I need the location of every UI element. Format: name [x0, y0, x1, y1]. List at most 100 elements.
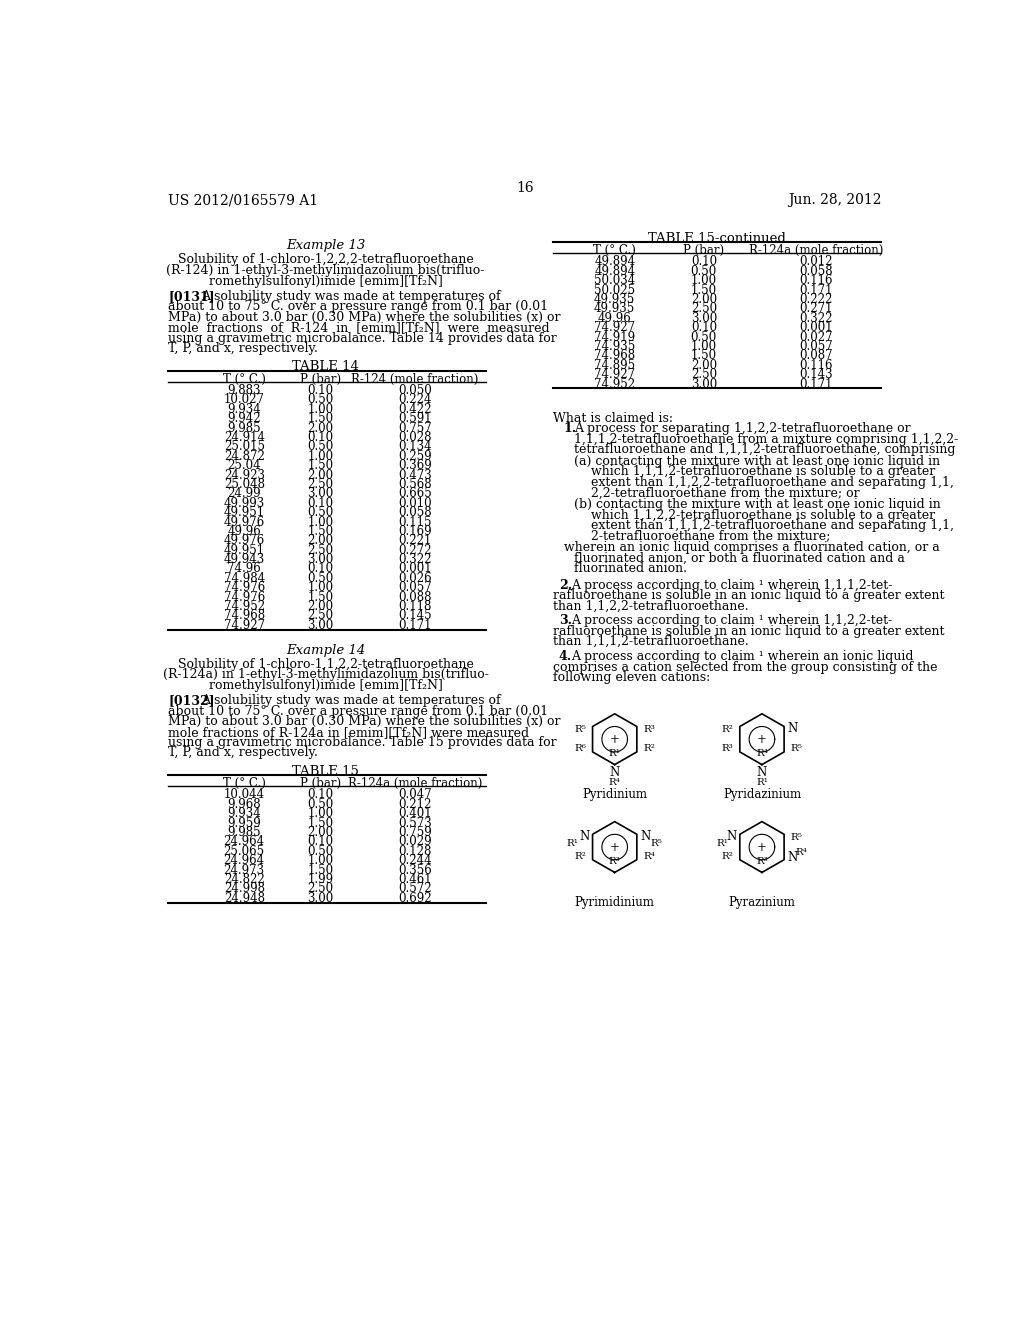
Text: 4.: 4.: [559, 651, 572, 663]
Text: 0.058: 0.058: [800, 265, 833, 277]
Text: 9.883: 9.883: [227, 384, 261, 397]
Text: 0.116: 0.116: [800, 359, 833, 372]
Text: 74.952: 74.952: [594, 378, 635, 391]
Text: 1.00: 1.00: [307, 581, 333, 594]
Text: 1.50: 1.50: [307, 459, 333, 473]
Text: A solubility study was made at temperatures of: A solubility study was made at temperatu…: [201, 290, 501, 304]
Text: 24.99: 24.99: [227, 487, 261, 500]
Text: 25.04: 25.04: [227, 459, 261, 473]
Text: T (° C.): T (° C.): [593, 244, 636, 257]
Text: rafluoroethane is soluble in an ionic liquid to a greater extent: rafluoroethane is soluble in an ionic li…: [553, 589, 944, 602]
Text: R¹: R¹: [566, 840, 579, 847]
Text: following eleven cations:: following eleven cations:: [553, 671, 710, 684]
Text: N: N: [787, 851, 798, 863]
Text: 49.894: 49.894: [594, 256, 635, 268]
Text: 74.976: 74.976: [223, 590, 265, 603]
Text: 2-tetrafluoroethane from the mixture;: 2-tetrafluoroethane from the mixture;: [592, 529, 830, 543]
Text: N: N: [580, 830, 590, 843]
Text: Jun. 28, 2012: Jun. 28, 2012: [787, 193, 882, 207]
Text: +: +: [757, 841, 767, 854]
Text: [0131]: [0131]: [168, 290, 215, 304]
Text: T (° C.): T (° C.): [223, 372, 265, 385]
Text: 1.00: 1.00: [307, 854, 333, 867]
Text: R²: R²: [574, 853, 587, 861]
Text: 24.872: 24.872: [224, 450, 264, 463]
Text: Pyridinium: Pyridinium: [583, 788, 647, 801]
Text: 49.935: 49.935: [594, 293, 635, 306]
Text: R³: R³: [756, 857, 768, 866]
Text: 0.212: 0.212: [398, 797, 431, 810]
Text: P (bar): P (bar): [683, 244, 724, 257]
Text: 0.088: 0.088: [398, 590, 431, 603]
Text: A solubility study was made at temperatures of: A solubility study was made at temperatu…: [201, 694, 501, 708]
Text: using a gravimetric microbalance. Table 14 provides data for: using a gravimetric microbalance. Table …: [168, 331, 557, 345]
Text: N: N: [640, 830, 650, 843]
Text: 16: 16: [516, 181, 534, 195]
Text: 24.923: 24.923: [224, 469, 265, 482]
Text: 0.001: 0.001: [398, 562, 431, 576]
Text: A process according to claim ¹ wherein 1,1,2,2-tet-: A process according to claim ¹ wherein 1…: [571, 615, 893, 627]
Text: 9.968: 9.968: [227, 797, 261, 810]
Text: 9.942: 9.942: [227, 412, 261, 425]
Text: 0.568: 0.568: [398, 478, 431, 491]
Text: A process according to claim ¹ wherein 1,1,1,2-tet-: A process according to claim ¹ wherein 1…: [571, 578, 893, 591]
Text: R²: R²: [643, 744, 655, 754]
Text: 0.573: 0.573: [398, 817, 432, 829]
Text: fluorinated anion, or both a fluorinated cation and a: fluorinated anion, or both a fluorinated…: [574, 552, 905, 565]
Text: 0.356: 0.356: [398, 863, 432, 876]
Text: 24.964: 24.964: [223, 836, 265, 849]
Text: 0.10: 0.10: [307, 384, 333, 397]
Text: US 2012/0165579 A1: US 2012/0165579 A1: [168, 193, 318, 207]
Text: Example 14: Example 14: [286, 644, 366, 656]
Text: (R-124) in 1-ethyl-3-methylimidazolium bis(trifluo-: (R-124) in 1-ethyl-3-methylimidazolium b…: [167, 264, 484, 277]
Text: 0.759: 0.759: [398, 826, 432, 840]
Text: R²: R²: [722, 725, 733, 734]
Text: 24.964: 24.964: [223, 854, 265, 867]
Text: 49.943: 49.943: [223, 553, 265, 566]
Text: 2.00: 2.00: [307, 421, 333, 434]
Text: 1.50: 1.50: [691, 350, 717, 363]
Text: 1.00: 1.00: [307, 403, 333, 416]
Text: MPa) to about 3.0 bar (0.30 MPa) where the solubilities (x) or: MPa) to about 3.0 bar (0.30 MPa) where t…: [168, 312, 561, 323]
Text: 49.894: 49.894: [594, 265, 635, 277]
Text: Example 13: Example 13: [286, 239, 366, 252]
Text: 0.10: 0.10: [307, 496, 333, 510]
Text: +: +: [609, 733, 620, 746]
Text: P (bar): P (bar): [300, 372, 341, 385]
Text: 0.50: 0.50: [307, 441, 334, 453]
Text: than 1,1,2,2-tetrafluoroethane.: than 1,1,2,2-tetrafluoroethane.: [553, 599, 749, 612]
Text: 0.244: 0.244: [398, 854, 431, 867]
Text: 49.951: 49.951: [223, 544, 265, 557]
Text: R¹: R¹: [756, 779, 768, 788]
Text: 0.134: 0.134: [398, 441, 431, 453]
Text: 49.935: 49.935: [594, 302, 635, 315]
Text: 0.50: 0.50: [307, 845, 334, 858]
Text: What is claimed is:: What is claimed is:: [553, 412, 673, 425]
Text: 0.010: 0.010: [398, 496, 431, 510]
Text: 1.: 1.: [563, 422, 577, 436]
Text: 0.050: 0.050: [398, 384, 432, 397]
Text: 0.271: 0.271: [800, 302, 833, 315]
Text: R¹: R¹: [608, 750, 621, 759]
Text: 2.50: 2.50: [307, 478, 333, 491]
Text: 49.976: 49.976: [223, 535, 265, 548]
Text: R⁴: R⁴: [796, 847, 808, 857]
Text: 74.976: 74.976: [223, 581, 265, 594]
Text: R-124 (mole fraction): R-124 (mole fraction): [351, 372, 478, 385]
Text: T, P, and x, respectively.: T, P, and x, respectively.: [168, 746, 318, 759]
Text: 49.976: 49.976: [223, 516, 265, 528]
Text: 3.00: 3.00: [307, 553, 334, 566]
Text: 74.927: 74.927: [594, 368, 635, 381]
Text: 25.048: 25.048: [224, 478, 265, 491]
Text: 74.927: 74.927: [594, 321, 635, 334]
Text: Solubility of 1-chloro-1,1,2,2-tetrafluoroethane: Solubility of 1-chloro-1,1,2,2-tetrafluo…: [178, 657, 473, 671]
Text: 1.00: 1.00: [307, 450, 333, 463]
Text: 2.50: 2.50: [307, 882, 333, 895]
Text: R-124a (mole fraction): R-124a (mole fraction): [347, 777, 482, 789]
Text: R⁴: R⁴: [756, 750, 768, 759]
Text: 0.369: 0.369: [398, 459, 432, 473]
Text: 2,2-tetrafluoroethane from the mixture; or: 2,2-tetrafluoroethane from the mixture; …: [592, 486, 860, 499]
Text: R⁵: R⁵: [574, 725, 587, 734]
Text: 0.572: 0.572: [398, 882, 431, 895]
Text: R⁵: R⁵: [791, 833, 802, 842]
